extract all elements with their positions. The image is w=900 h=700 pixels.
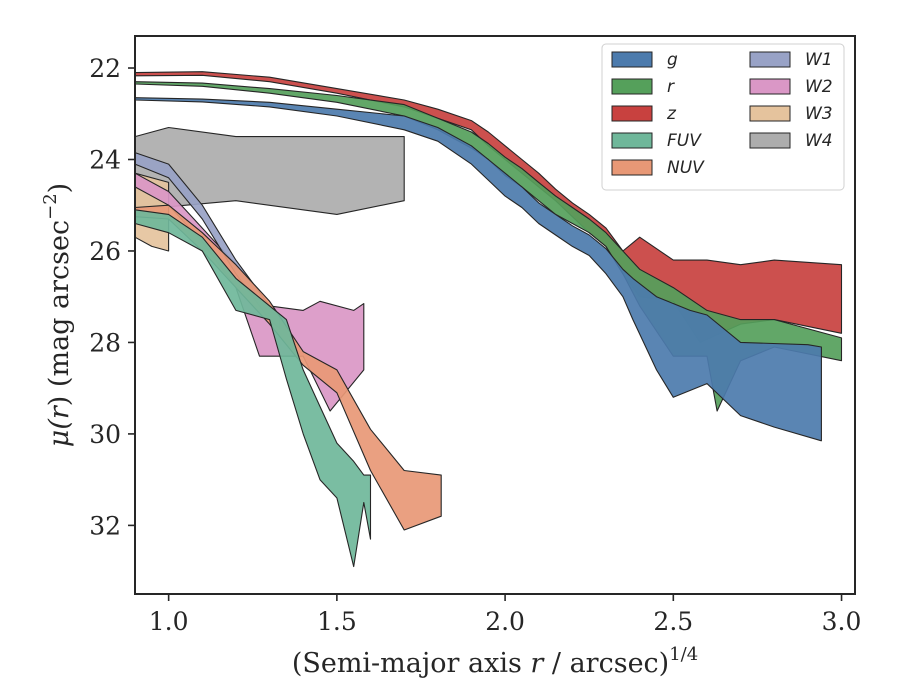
legend-swatch-w4 xyxy=(749,132,791,149)
y-tick-label: 26 xyxy=(89,237,121,266)
axes-frame xyxy=(134,35,856,595)
legend-swatch-z xyxy=(611,105,653,122)
legend-label-g: g xyxy=(667,50,678,70)
legend-label-fuv: FUV xyxy=(667,131,702,151)
series-bands xyxy=(134,71,843,568)
x-axis-ticks: 1.0 1.5 2.0 2.5 3.0 xyxy=(149,594,862,636)
band-z xyxy=(134,71,843,343)
legend-label-w1: W1 xyxy=(805,50,833,70)
x-tick-label: 2.5 xyxy=(653,607,693,636)
band-g xyxy=(134,97,822,442)
y-tick-label: 28 xyxy=(89,328,121,357)
y-axis-label: μ(r) (mag arcsec−2) xyxy=(40,183,75,447)
x-tick-label: 1.5 xyxy=(317,607,357,636)
legend-label-z: z xyxy=(666,104,677,124)
x-tick-label: 1.0 xyxy=(149,607,189,636)
legend-swatch-w2 xyxy=(749,78,791,95)
y-tick-label: 32 xyxy=(89,511,121,540)
x-tick-label: 3.0 xyxy=(822,607,862,636)
legend-swatch-w1 xyxy=(749,51,791,68)
y-tick-label: 24 xyxy=(89,145,121,174)
x-axis-label: (Semi-major axis r / arcsec)1/4 xyxy=(292,644,698,679)
legend-label-w2: W2 xyxy=(805,77,833,97)
legend-label-r: r xyxy=(667,77,675,97)
legend-label-w3: W3 xyxy=(805,104,833,124)
y-axis-ticks: 22 24 26 28 30 32 xyxy=(89,54,135,540)
y-tick-label: 30 xyxy=(89,420,121,449)
y-tick-label: 22 xyxy=(89,54,121,83)
x-tick-label: 2.0 xyxy=(485,607,525,636)
legend-swatch-g xyxy=(611,51,653,68)
legend-swatch-r xyxy=(611,78,653,95)
legend-swatch-fuv xyxy=(611,132,653,149)
legend-swatch-w3 xyxy=(749,105,791,122)
band-fuv xyxy=(134,209,372,568)
legend-label-nuv: NUV xyxy=(667,158,705,178)
legend: grz FUV NUV W1 W2 W3 W4 xyxy=(601,43,845,191)
legend-swatch-nuv xyxy=(611,159,653,176)
legend-label-w4: W4 xyxy=(805,131,833,151)
